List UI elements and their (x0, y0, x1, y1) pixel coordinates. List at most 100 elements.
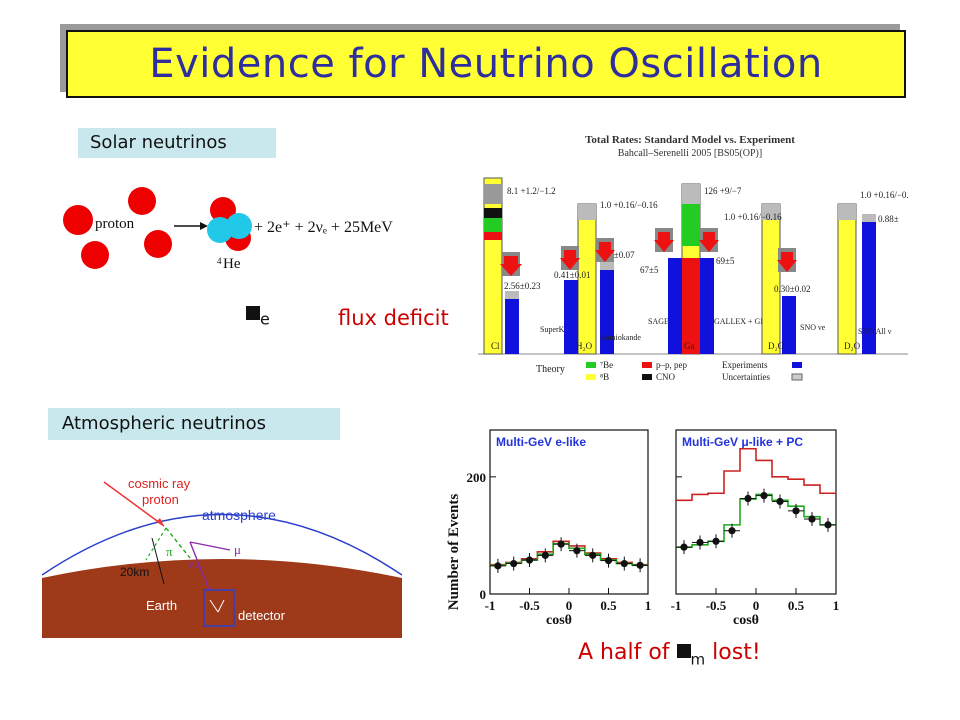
experiment-label-ga: Ga (684, 341, 695, 351)
experiment-label-d2o-all: D₂O (844, 341, 861, 351)
data-point (589, 551, 597, 559)
solar-rates-chart: Total Rates: Standard Model vs. Experime… (478, 128, 908, 386)
data-point (728, 527, 736, 535)
experiment-value-kamiokande: 0.48±0.07 (598, 250, 635, 260)
experiment-uncert-cl (505, 291, 519, 299)
y-tick-label: 200 (467, 470, 487, 485)
experiment-bar-kamiokande (600, 268, 614, 354)
theory-bar-cl (483, 177, 503, 355)
detector-box (203, 589, 235, 627)
detector-label-sage: SAGE (648, 317, 669, 326)
experiment-label-cl: Cl (491, 341, 500, 351)
theory-value-h2o: 1.0 +0.16/−0.16 (600, 200, 658, 210)
solar-neutrinos-label: Solar neutrinos (78, 128, 276, 158)
experiment-bar-cl (505, 296, 519, 354)
atmospheric-neutrinos-label: Atmospheric neutrinos (48, 408, 340, 440)
experiment-value-gallex: 69±5 (716, 256, 735, 266)
uncertainty-d2o-cc (762, 204, 780, 220)
experiment-bar-sage (668, 258, 682, 354)
plot-frame (675, 429, 837, 595)
legend-cno: CNO (656, 372, 676, 382)
reaction-arrowhead (200, 222, 208, 230)
superk-panel-mu-like: Multi-GeV μ-like + PC -1 -0.5 0 0.5 1 cosθ (671, 429, 839, 628)
panel-title: Multi-GeV μ-like + PC (682, 435, 803, 449)
legend-theory-label: Theory (536, 364, 565, 375)
nue-subscript: e (260, 309, 270, 329)
theory-bar-d2o-all (837, 203, 857, 355)
x-tick-label: -1 (485, 598, 496, 613)
deficit-arrow-icon (560, 246, 580, 270)
data-point (494, 562, 502, 570)
pp-reaction-diagram: proton 4 He + 2e⁺ + 2νₑ + 25MeV (63, 187, 393, 270)
experiment-label-d2o-cc: D₂O (768, 341, 785, 351)
data-point (525, 556, 534, 564)
numu-symbol: n (676, 644, 691, 658)
proton-ball (144, 230, 172, 258)
data-point (510, 559, 518, 568)
y-tick-label: 0 (480, 587, 487, 602)
plot-frame (489, 429, 649, 595)
legend-be7: ⁷Be (600, 360, 613, 370)
atmospheric-diagram: cosmic ray proton atmosphere π μ νμ 20km… (42, 476, 402, 638)
data-point (620, 559, 628, 568)
be7-ga (682, 204, 700, 246)
proton-label: proton (142, 492, 179, 507)
legend-swatch-pp (642, 362, 652, 368)
histogram-line (676, 447, 836, 502)
experiment-label-h2o: H₂O (576, 341, 593, 351)
x-axis-label: cosθ (733, 613, 759, 628)
solar-chart-title: Total Rates: Standard Model vs. Experime… (585, 134, 795, 146)
nue-label: ne (246, 300, 270, 328)
data-point (776, 497, 784, 506)
bottom-prefix: A half of (578, 640, 670, 665)
helium-neutron (226, 213, 252, 239)
helium-proton (210, 197, 236, 223)
experiment-uncert-kamiokande (600, 260, 614, 270)
x-tick-label: 0.5 (600, 598, 617, 613)
proton-ball (128, 187, 156, 215)
earth-label: Earth (146, 598, 177, 613)
experiment-value-sno-cc: 0.30±0.02 (774, 284, 810, 294)
flux-deficit-label: flux deficit (338, 306, 449, 330)
helium-mass: 4 (217, 256, 222, 266)
data-point (680, 543, 688, 551)
data-point (824, 521, 832, 529)
experiment-value-superk: 0.41±0.01 (554, 270, 590, 280)
proton-ball (81, 241, 109, 269)
helium-label: He (223, 256, 241, 270)
data-point (744, 494, 752, 503)
data-point (557, 540, 565, 548)
theory-value-d2o-all: 1.0 +0.16/−0.16 (860, 190, 908, 200)
atmosphere-line (42, 513, 402, 576)
detector-label-sno-cc: SNO νe (800, 323, 826, 332)
proton-ball (63, 205, 93, 235)
detector-label-gallex: GALLEX + GNO (714, 317, 772, 326)
x-tick-label: -0.5 (519, 598, 540, 613)
numu-subscript: m (690, 650, 706, 669)
deficit-arrow-icon (654, 228, 674, 252)
legend-swatch-b8 (586, 374, 596, 380)
pion-label: π (166, 544, 173, 559)
proton-label: proton (95, 216, 135, 232)
experiment-value-cl: 2.56±0.23 (504, 281, 541, 291)
bottom-suffix: lost! (712, 640, 761, 665)
data-point (760, 492, 768, 500)
distance-marker (151, 537, 165, 585)
data-point (573, 547, 581, 555)
legend-b8: ⁸B (600, 372, 609, 382)
legend-experiments: Experiments (722, 360, 768, 370)
pp-ga (682, 258, 700, 354)
deficit-arrow-icon (595, 238, 615, 262)
data-point (636, 561, 644, 569)
legend-swatch-cno (642, 374, 652, 380)
pp-cl (484, 232, 502, 240)
x-tick-label: -1 (671, 598, 682, 613)
experiment-uncert-sno-all (862, 214, 876, 222)
legend-swatch-be7 (586, 362, 596, 368)
histogram-line (676, 493, 836, 548)
solar-chart-subtitle: Bahcall–Serenelli 2005 [BS05(OP)] (618, 148, 762, 159)
panel-title: Multi-GeV e-like (496, 435, 586, 449)
legend-uncertainties: Uncertainties (722, 372, 770, 382)
bottom-conclusion: A half of nm lost! (578, 640, 761, 668)
cosmic-ray-label: cosmic ray (128, 476, 191, 491)
